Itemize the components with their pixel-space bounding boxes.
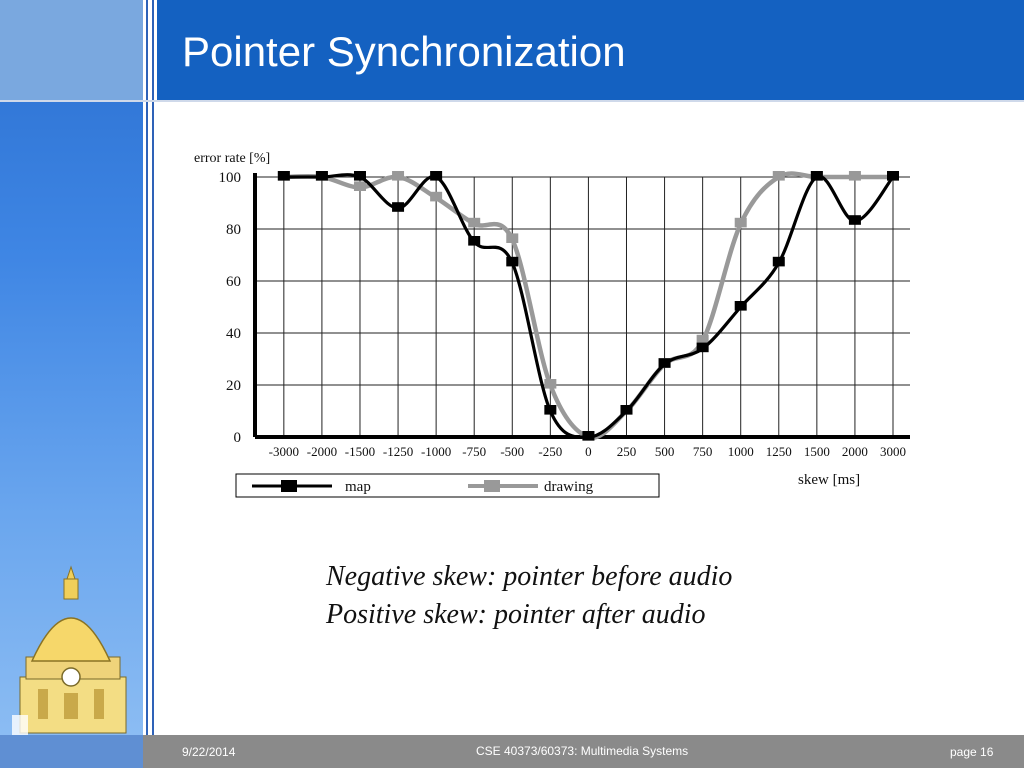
x-tick-label: 3000	[880, 444, 906, 459]
x-tick-label: 750	[693, 444, 713, 459]
sidebar-divider	[146, 0, 148, 735]
data-point-map	[734, 301, 747, 311]
data-point-drawing	[468, 217, 481, 228]
golden-dome-icon	[12, 565, 127, 737]
x-tick-label: 0	[585, 444, 592, 459]
data-point-map	[696, 342, 709, 353]
chart-legend	[235, 473, 660, 498]
error-rate-chart: 0 20 40 60 80 100 -3000 -2000 -1500 -1250 -1000 -75…	[194, 151, 910, 498]
data-point-drawing	[734, 217, 747, 228]
data-point-drawing	[544, 379, 557, 389]
data-point-drawing	[848, 171, 861, 181]
legend-label-drawing: drawing	[544, 479, 594, 495]
x-tick-label: 2000	[842, 444, 868, 459]
x-tick-label: -3000	[269, 444, 299, 459]
slide-title: Pointer Synchronization	[182, 28, 626, 75]
data-point-drawing	[353, 181, 366, 191]
y-tick-label: 60	[226, 274, 241, 290]
legend-label-map: map	[345, 479, 371, 495]
y-axis-label: error rate [%]	[194, 151, 270, 166]
data-point-map	[392, 202, 405, 212]
x-tick-label: -1500	[345, 444, 375, 459]
y-tick-label: 80	[226, 222, 241, 238]
x-tick-label: -1000	[421, 444, 451, 459]
data-point-drawing	[696, 334, 709, 345]
data-point-map	[620, 405, 633, 415]
x-tick-label: 1250	[766, 444, 792, 459]
data-point-map	[277, 171, 290, 181]
data-point-map	[544, 405, 557, 415]
footer-left-block	[0, 735, 143, 768]
x-tick-label: -2000	[307, 444, 337, 459]
caption-line-positive: Positive skew: pointer after audio	[326, 599, 706, 630]
data-point-map	[353, 171, 366, 181]
x-tick-label: -500	[500, 444, 524, 459]
footer-band	[0, 735, 1024, 768]
data-point-drawing	[772, 171, 785, 181]
x-axis-label: skew [ms]	[798, 472, 860, 488]
data-point-map	[772, 256, 785, 267]
slide-caption: Negative skew: pointer before audio Posi…	[326, 558, 732, 634]
x-tick-label: 1000	[728, 444, 754, 459]
data-point-map	[810, 171, 823, 181]
y-tick-label: 100	[219, 170, 242, 186]
footer-course: CSE 40373/60373: Multimedia Systems	[476, 744, 689, 758]
legend-marker-drawing	[484, 480, 500, 492]
caption-line-negative: Negative skew: pointer before audio	[326, 561, 733, 592]
data-point-map	[468, 236, 481, 246]
data-point-drawing	[392, 171, 405, 181]
data-point-map	[582, 431, 595, 441]
x-tick-label: -1250	[383, 444, 413, 459]
y-tick-label: 0	[234, 430, 242, 446]
y-tick-label: 40	[226, 326, 241, 342]
data-point-map	[658, 358, 671, 368]
data-point-map	[430, 171, 443, 181]
x-tick-label: -250	[538, 444, 562, 459]
x-tick-label: 1500	[804, 444, 830, 459]
x-tick-label: 500	[655, 444, 675, 459]
data-point-map	[887, 171, 899, 181]
y-tick-label: 20	[226, 378, 241, 394]
sidebar-top-block	[0, 0, 143, 100]
data-point-map	[506, 256, 519, 267]
data-point-drawing	[506, 233, 519, 243]
footer-date: 9/22/2014	[182, 745, 236, 759]
x-tick-label: -750	[462, 444, 486, 459]
data-point-drawing	[430, 191, 443, 202]
data-point-map	[848, 215, 861, 225]
sidebar-band	[0, 0, 143, 735]
sidebar-divider-2	[152, 0, 154, 735]
data-point-map	[315, 171, 328, 181]
legend-marker-map	[281, 480, 297, 492]
x-tick-label: 250	[617, 444, 637, 459]
header-divider	[0, 100, 1024, 102]
header-band	[157, 0, 1024, 100]
footer-page-number: page 16	[950, 745, 994, 759]
